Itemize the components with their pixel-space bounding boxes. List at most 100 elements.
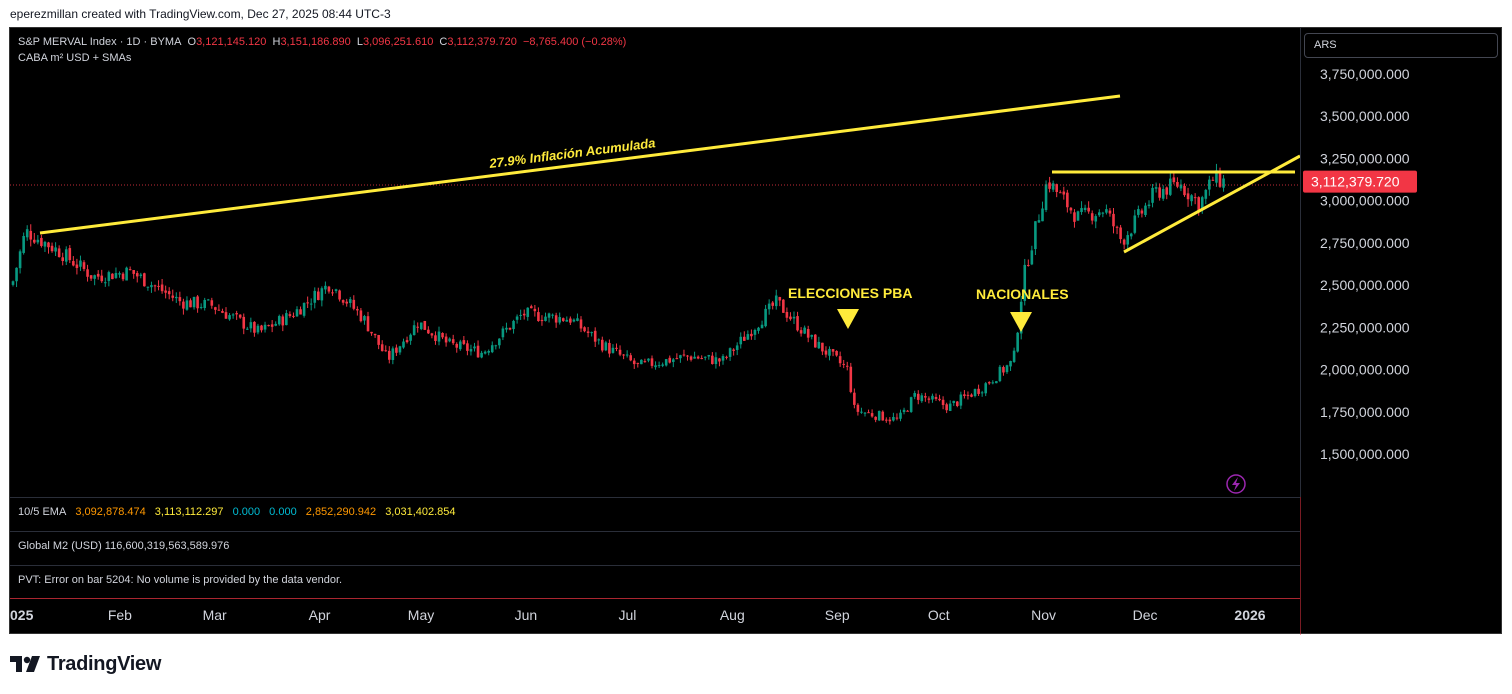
candle-body: [799, 330, 803, 334]
last-price-badge: [1303, 170, 1417, 193]
candle-body: [547, 313, 551, 318]
candle-body: [714, 357, 718, 365]
candle-body: [501, 328, 505, 338]
candle-body: [1183, 185, 1186, 196]
candle-body: [1034, 221, 1037, 250]
candle-body: [856, 404, 860, 412]
low-value: 3,096,251.610: [362, 36, 434, 48]
candle-body: [1044, 184, 1048, 210]
candle-body: [980, 392, 984, 394]
candle-body: [1204, 189, 1208, 199]
candle-body: [1147, 204, 1151, 207]
candle-body: [746, 334, 750, 340]
candle-body: [118, 273, 121, 275]
candle-body: [341, 300, 345, 303]
pvt-pane-legend[interactable]: PVT: Error on bar 5204: No volume is pro…: [18, 574, 343, 586]
candle-body: [806, 329, 810, 338]
currency-button[interactable]: ARS: [1304, 33, 1498, 58]
candle-body: [1083, 207, 1087, 211]
candle-body: [86, 269, 89, 277]
candle-body: [913, 393, 916, 397]
candle-body: [263, 324, 267, 330]
candle-body: [1005, 365, 1009, 373]
candle-body: [313, 290, 317, 303]
high-value: 3,151,186.890: [280, 36, 351, 48]
candle-body: [260, 325, 263, 331]
candle-body: [1027, 264, 1030, 266]
price-pane[interactable]: 27.9% Inflación Acumulada ELECCIONES PBA…: [10, 28, 1300, 497]
time-tick-label: Aug: [720, 607, 745, 623]
candle-body: [150, 285, 153, 288]
ema-pane-legend[interactable]: 10/5 EMA 3,092,878.474 3,113,112.297 0.0…: [18, 506, 456, 518]
candle-body: [938, 398, 941, 401]
candle-body: [96, 273, 100, 277]
candle-body: [867, 412, 870, 414]
candle-body: [221, 311, 224, 313]
candle-body: [11, 281, 15, 285]
candle-body: [79, 260, 82, 267]
candle-body: [682, 354, 686, 356]
candle-body: [1179, 184, 1183, 189]
candle-body: [192, 296, 196, 308]
candle-body: [1115, 226, 1119, 228]
candle-body: [526, 307, 530, 317]
candle-body: [1218, 171, 1222, 187]
time-tick-label: Jul: [618, 607, 636, 623]
candle-body: [572, 319, 576, 322]
candle-body: [448, 338, 451, 342]
chart-frame: 27.9% Inflación Acumulada ELECCIONES PBA…: [9, 27, 1502, 635]
candle-body: [182, 301, 185, 309]
candle-body: [895, 417, 899, 419]
candle-body: [1176, 182, 1179, 187]
time-tick-label: Nov: [1031, 607, 1056, 623]
tradingview-logo[interactable]: TradingView: [10, 653, 161, 675]
candle-body: [650, 358, 654, 366]
candle-body: [984, 383, 987, 394]
candle-body: [288, 314, 292, 316]
candle-body: [711, 355, 714, 364]
open-value: 3,121,145.120: [196, 36, 267, 48]
candle-body: [735, 345, 739, 350]
candle-body: [338, 290, 341, 300]
candle-body: [249, 322, 253, 329]
candle-body: [909, 397, 913, 412]
candle-body: [892, 416, 895, 421]
candle-body: [828, 348, 831, 356]
candle-body: [253, 321, 256, 333]
ohlc-legend[interactable]: S&P MERVAL Index · 1D · BYMA O3,121,145.…: [18, 36, 629, 48]
candle-body: [625, 354, 629, 356]
candle-body: [345, 301, 348, 304]
price-tick-label: 2,750,000.000: [1320, 235, 1410, 251]
candle-body: [998, 366, 1002, 382]
candle-body: [320, 288, 324, 301]
candle-body: [267, 325, 270, 327]
indicator-legend[interactable]: CABA m² USD + SMAs: [18, 52, 132, 64]
candle-body: [1108, 210, 1112, 214]
candle-body: [870, 413, 874, 417]
candle-body: [1037, 220, 1041, 223]
candle-body: [1041, 208, 1044, 222]
candle-body: [1172, 177, 1176, 183]
candle-body: [778, 297, 782, 301]
price-axis[interactable]: 3,750,000.000 3,500,000.000 3,250,000.000 3…: [1301, 28, 1501, 497]
candle-body: [565, 319, 569, 322]
time-tick-label: Sep: [825, 607, 850, 623]
candle-body: [29, 230, 33, 240]
candle-body: [885, 419, 888, 421]
candle-body: [139, 274, 143, 276]
candle-body: [966, 394, 970, 396]
candle-body: [111, 273, 114, 280]
close-value: 3,112,379.720: [447, 36, 517, 48]
candle-body: [107, 272, 111, 281]
candle-body: [561, 318, 565, 321]
candle-body: [25, 229, 29, 238]
candle-body: [860, 411, 863, 413]
candle-body: [952, 400, 956, 403]
candle-body: [135, 273, 139, 277]
candle-body: [1101, 212, 1105, 214]
low-label: L: [356, 36, 363, 48]
symbol-name: S&P MERVAL Index · 1D · BYMA: [18, 36, 182, 48]
m2-pane-legend[interactable]: Global M2 (USD) 116,600,319,563,589.976: [18, 540, 230, 552]
candle-body: [530, 306, 533, 309]
time-axis[interactable]: 025 Feb Mar Apr May Jun Jul Aug Sep Oct Nov Dec 2026: [10, 598, 1300, 635]
